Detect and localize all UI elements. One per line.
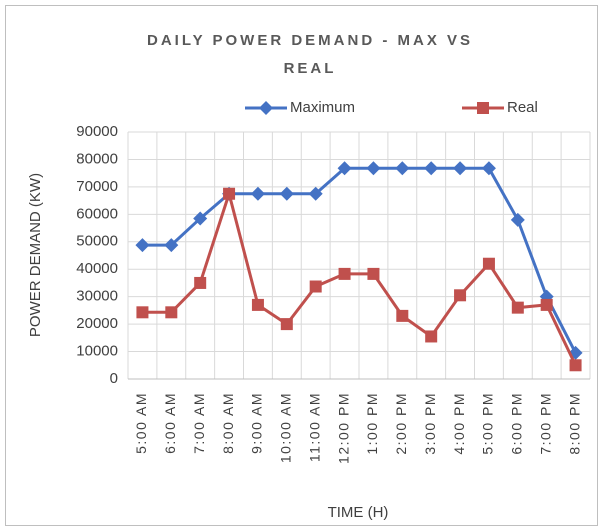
marker: [337, 161, 352, 176]
marker: [165, 306, 178, 319]
legend-label: Real: [507, 99, 538, 116]
x-tick-label: 12:00 PM: [335, 392, 351, 464]
x-tick-label: 8:00 AM: [220, 392, 236, 454]
y-tick-label: 90000: [76, 123, 118, 140]
marker: [223, 187, 236, 200]
marker: [164, 238, 179, 253]
y-tick-label: 0: [110, 370, 118, 387]
marker: [279, 186, 294, 201]
marker: [396, 309, 409, 322]
marker: [250, 186, 265, 201]
series-line: [142, 166, 577, 354]
marker: [454, 289, 467, 302]
marker: [309, 280, 322, 293]
y-tick-label: 40000: [76, 260, 118, 277]
marker: [482, 257, 495, 270]
x-tick-label: 8:00 PM: [566, 392, 582, 455]
marker: [280, 318, 293, 331]
marker: [569, 359, 582, 372]
marker: [395, 161, 410, 176]
marker: [308, 186, 323, 201]
marker: [366, 161, 381, 176]
x-tick-label: 7:00 PM: [537, 392, 553, 455]
marker: [251, 298, 264, 311]
legend-label: Maximum: [290, 99, 355, 116]
marker: [193, 211, 208, 226]
x-tick-label: 3:00 PM: [422, 392, 438, 455]
y-tick-label: 50000: [76, 233, 118, 250]
marker: [540, 298, 553, 311]
marker: [135, 238, 150, 253]
x-tick-label: 5:00 AM: [133, 392, 149, 454]
x-tick-label: 10:00 AM: [278, 392, 294, 463]
y-tick-label: 30000: [76, 288, 118, 305]
series-line: [142, 188, 577, 366]
y-axis-label: POWER DEMAND (KW): [27, 173, 44, 337]
x-tick-label: 7:00 AM: [191, 392, 207, 454]
y-tick-label: 60000: [76, 205, 118, 222]
y-tick-label: 10000: [76, 343, 118, 360]
marker: [425, 330, 438, 343]
marker: [194, 276, 207, 289]
marker: [481, 161, 496, 176]
x-tick-label: 5:00 PM: [480, 392, 496, 455]
x-tick-label: 11:00 AM: [306, 392, 322, 462]
x-tick-label: 6:00 PM: [509, 392, 525, 455]
y-tick-label: 70000: [76, 178, 118, 195]
x-tick-label: 4:00 PM: [451, 392, 467, 455]
chart-title: DAILY POWER DEMAND - MAX VS REAL: [146, 32, 474, 77]
y-tick-label: 20000: [76, 315, 118, 332]
marker: [453, 161, 468, 176]
x-tick-label: 2:00 PM: [393, 392, 409, 455]
y-tick-label: 80000: [76, 150, 118, 167]
marker: [338, 267, 351, 280]
x-tick-label: 6:00 AM: [162, 392, 178, 454]
marker: [367, 267, 380, 280]
marker: [259, 101, 273, 115]
marker: [424, 161, 439, 176]
marker: [136, 306, 149, 319]
x-tick-label: 1:00 PM: [364, 392, 380, 455]
marker: [510, 212, 525, 227]
x-axis-label: TIME (H): [328, 504, 389, 521]
x-tick-label: 9:00 AM: [249, 392, 265, 454]
marker: [477, 102, 489, 114]
marker: [511, 301, 524, 314]
